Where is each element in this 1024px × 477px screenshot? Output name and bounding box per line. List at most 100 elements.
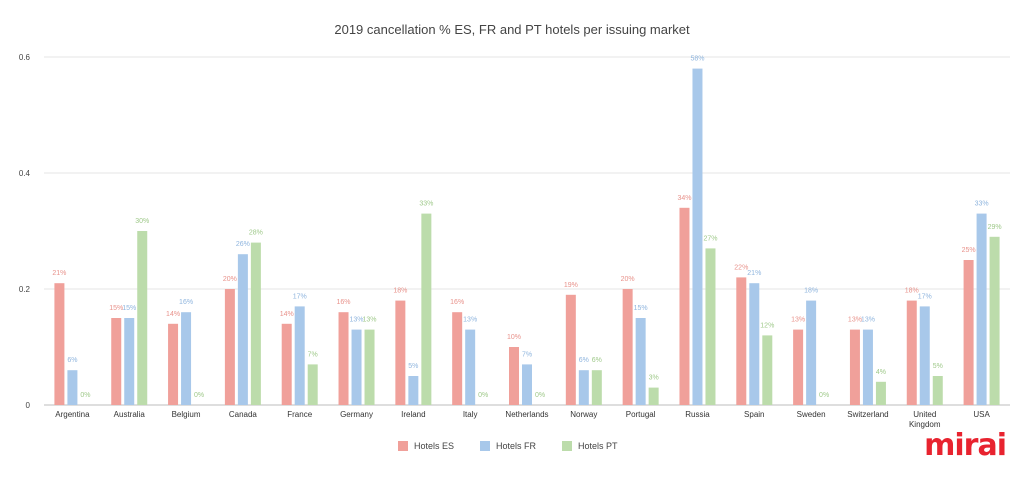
bar <box>762 335 773 405</box>
legend-label: Hotels ES <box>414 441 454 451</box>
data-label: 0% <box>80 392 90 399</box>
data-label: 3% <box>649 375 659 382</box>
data-label: 29% <box>988 224 1002 231</box>
bar <box>338 312 349 405</box>
bar <box>250 242 261 405</box>
bar <box>749 283 760 405</box>
data-label: 13% <box>791 317 805 324</box>
data-label: 7% <box>308 351 318 358</box>
bar <box>906 300 917 405</box>
bar <box>364 329 375 405</box>
category-label: Italy <box>463 410 478 419</box>
mirai-logo: mirai <box>924 428 1007 463</box>
bar <box>522 364 532 405</box>
data-label: 34% <box>677 195 691 202</box>
data-label: 4% <box>876 369 886 376</box>
bar <box>351 329 362 405</box>
bar <box>294 306 305 405</box>
category-label: Kingdom <box>909 420 941 429</box>
category-label: Ireland <box>401 410 425 419</box>
category-label: Canada <box>229 410 258 419</box>
data-label: 15% <box>634 305 648 312</box>
data-label: 33% <box>975 201 989 208</box>
data-label: 18% <box>905 288 919 295</box>
bar <box>54 283 65 405</box>
data-label: 25% <box>962 247 976 254</box>
data-label: 27% <box>703 235 717 242</box>
bar <box>137 231 148 405</box>
data-label: 13% <box>363 317 377 324</box>
data-label: 13% <box>861 317 875 324</box>
data-label: 18% <box>393 288 407 295</box>
bar <box>395 300 406 405</box>
category-label: Belgium <box>172 410 201 419</box>
category-label: Switzerland <box>847 410 888 419</box>
y-tick-label: 0.6 <box>19 53 31 62</box>
data-label: 15% <box>122 305 136 312</box>
data-label: 13% <box>848 317 862 324</box>
bar <box>224 289 235 405</box>
category-label: Portugal <box>626 410 656 419</box>
bar <box>421 213 432 405</box>
bar <box>635 318 646 405</box>
bar <box>307 364 318 405</box>
data-label: 0% <box>194 392 204 399</box>
data-label: 58% <box>690 56 704 63</box>
data-label: 13% <box>463 317 477 324</box>
bar <box>976 213 987 405</box>
data-label: 14% <box>280 311 294 318</box>
category-label: Australia <box>114 410 146 419</box>
bar <box>452 312 463 405</box>
data-label: 13% <box>350 317 364 324</box>
data-label: 22% <box>734 264 748 271</box>
bar <box>862 329 873 405</box>
bar <box>67 370 78 405</box>
data-label: 5% <box>933 363 943 370</box>
y-tick-label: 0.4 <box>19 169 31 178</box>
bar <box>692 68 703 405</box>
data-label: 16% <box>337 299 351 306</box>
category-label: United <box>913 410 936 419</box>
bars <box>54 68 1000 405</box>
data-label: 6% <box>579 357 589 364</box>
bar <box>465 329 476 405</box>
data-label: 15% <box>109 305 123 312</box>
bar <box>648 387 659 405</box>
data-label: 19% <box>564 282 578 289</box>
data-label: 20% <box>621 276 635 283</box>
data-label: 16% <box>179 299 193 306</box>
category-label: Spain <box>744 410 764 419</box>
data-label: 7% <box>522 351 532 358</box>
bar <box>509 347 519 405</box>
bar <box>932 376 943 405</box>
data-label: 20% <box>223 276 237 283</box>
data-labels: 21%6%0%15%15%30%14%16%0%20%26%28%14%17%7… <box>52 56 1001 399</box>
data-label: 6% <box>67 357 77 364</box>
data-label: 0% <box>819 392 829 399</box>
data-label: 6% <box>592 357 602 364</box>
data-label: 33% <box>419 201 433 208</box>
category-label: France <box>287 410 312 419</box>
bar <box>622 289 633 405</box>
legend: Hotels ES Hotels FR Hotels PT <box>398 441 618 451</box>
data-label: 28% <box>249 230 263 237</box>
bar <box>111 318 122 405</box>
bar <box>849 329 860 405</box>
legend-label: Hotels PT <box>578 441 618 451</box>
data-label: 18% <box>804 288 818 295</box>
bar <box>181 312 192 405</box>
legend-label: Hotels FR <box>496 441 537 451</box>
y-tick-label: 0 <box>26 401 31 410</box>
bar <box>793 329 804 405</box>
category-label: Argentina <box>55 410 90 419</box>
bar <box>578 370 589 405</box>
data-label: 0% <box>535 392 545 399</box>
legend-swatch <box>398 441 408 451</box>
bar <box>168 323 179 405</box>
data-label: 0% <box>478 392 488 399</box>
data-label: 14% <box>166 311 180 318</box>
bar <box>237 254 248 405</box>
data-label: 26% <box>236 241 250 248</box>
data-label: 21% <box>747 270 761 277</box>
